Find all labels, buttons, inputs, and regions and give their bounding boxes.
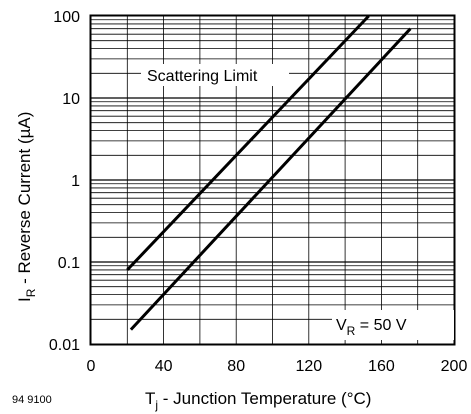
x-tick-label: 0 [87,358,96,375]
y-tick-label: 1 [71,173,80,190]
y-tick-label: 0.1 [58,255,80,272]
vr-label-bg [332,310,454,340]
x-tick-label: 160 [368,358,395,375]
scattering-label-bg [141,64,289,86]
x-tick-label: 40 [155,358,173,375]
tick-labels: 0 40 80 120 160 200 0.01 0.1 1 10 100 [49,9,468,375]
series-group [126,14,412,331]
series-line-2 [129,27,412,331]
x-tick-label: 200 [441,358,468,375]
y-axis-title: IR - Reverse Current (µA) [15,112,38,302]
y-tick-label: 100 [53,9,80,26]
series-line-1 [126,14,370,271]
x-axis-title: Tj - Junction Temperature (°C) [145,389,371,412]
figure-code: 94 9100 [12,394,52,406]
scattering-limit-label: Scattering Limit [147,68,258,85]
vr-label: VR = 50 V [336,317,407,338]
y-tick-label: 0.01 [49,337,80,354]
plot-frame [89,14,456,346]
y-tick-label: 10 [62,91,80,108]
x-tick-label: 80 [227,358,245,375]
x-tick-label: 120 [295,358,322,375]
